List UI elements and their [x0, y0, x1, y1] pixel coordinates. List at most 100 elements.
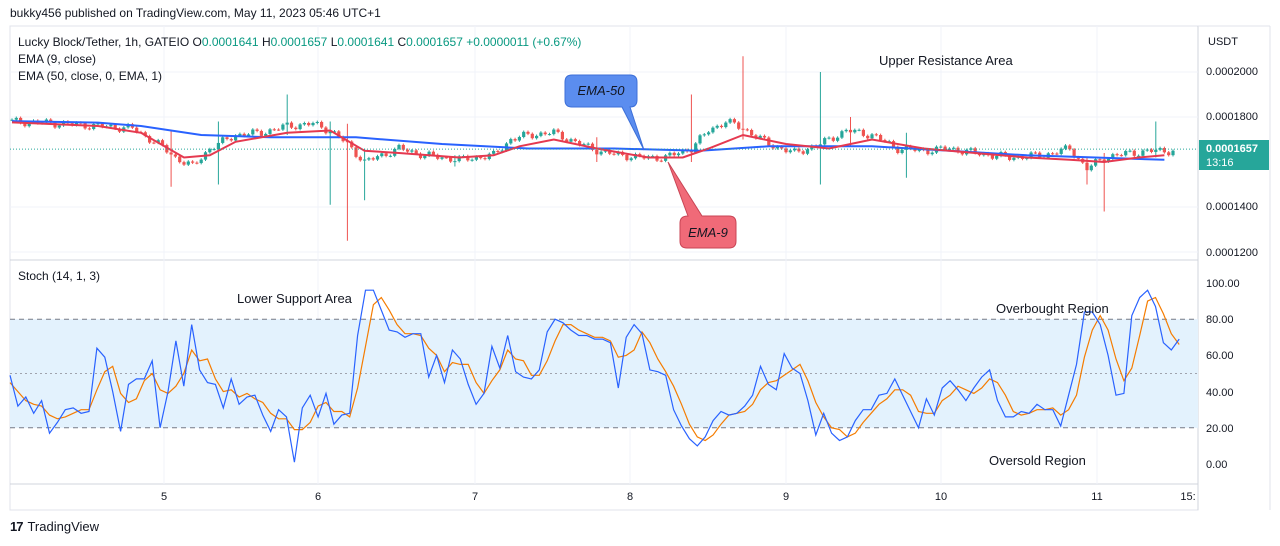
footer: 17 TradingView: [10, 519, 99, 534]
stoch-legend[interactable]: Stoch (14, 1, 3): [18, 269, 101, 283]
candle-body: [866, 135, 870, 139]
candle-body: [1098, 159, 1102, 161]
candle-body: [449, 157, 453, 162]
candle-body: [694, 143, 698, 153]
ohlc-legend[interactable]: Lucky Block/Tether, 1h, GATEIO O0.000164…: [18, 35, 581, 49]
candle-body: [298, 124, 302, 130]
candle-body: [823, 138, 827, 145]
candle-body: [535, 135, 539, 139]
time-tick: 9: [783, 491, 789, 503]
candle-body: [1055, 153, 1059, 155]
candle-body: [599, 151, 603, 155]
tradingview-logo-icon: 17: [10, 519, 24, 534]
low-value: 0.0001641: [337, 35, 395, 49]
candle-body: [1158, 147, 1162, 150]
ema9-legend[interactable]: EMA (9, close): [18, 52, 97, 66]
candle-body: [109, 124, 113, 127]
candle-body: [939, 146, 943, 148]
candle-body: [926, 149, 930, 155]
candle-body: [479, 156, 483, 159]
candle-body: [1167, 152, 1171, 156]
candle-body: [960, 152, 964, 155]
candle-body: [827, 137, 831, 139]
candle-body: [943, 146, 947, 150]
ema50-legend[interactable]: EMA (50, close, 0, EMA, 1): [18, 69, 163, 83]
candle-body: [1102, 159, 1106, 162]
candle-body: [225, 137, 229, 140]
candle-body: [315, 121, 319, 123]
candle-body: [719, 125, 724, 128]
candle-body: [285, 122, 289, 125]
candle-body: [221, 137, 225, 143]
ema50-line[interactable]: [11, 120, 1165, 161]
candle-body: [896, 146, 900, 153]
candle-body: [728, 119, 732, 123]
candle-body: [444, 157, 448, 159]
candle-body: [397, 144, 401, 149]
candle-body: [569, 139, 573, 142]
time-tick: 7: [472, 491, 478, 503]
candle-body: [758, 135, 762, 139]
candle-body: [741, 128, 745, 130]
candle-body: [173, 154, 177, 157]
candle-body: [427, 151, 431, 156]
candle-body: [440, 157, 444, 159]
candle-body: [913, 148, 917, 151]
candle-body: [603, 150, 607, 152]
candle-body: [1137, 155, 1141, 157]
candle-body: [539, 132, 543, 136]
candle-body: [199, 159, 203, 164]
time-tick: 8: [627, 491, 633, 503]
candle-body: [1171, 150, 1175, 156]
candle-body: [952, 147, 956, 149]
candle-body: [160, 140, 165, 146]
candle-body: [371, 158, 375, 160]
candle-body: [281, 124, 285, 130]
ema9-line[interactable]: [11, 121, 1165, 164]
candle-body: [737, 122, 741, 129]
candle-body: [246, 134, 251, 137]
candle-body: [74, 122, 79, 126]
candle-body: [582, 144, 586, 146]
last-price-value: 0.0001657: [1206, 143, 1258, 155]
candle-body: [1008, 155, 1012, 160]
candle-body: [578, 141, 582, 146]
candle-body: [698, 135, 702, 144]
candle-body: [208, 149, 212, 153]
candle-body: [1154, 149, 1158, 152]
time-tick: 10: [935, 491, 947, 503]
ema50-callout[interactable]: [564, 74, 645, 151]
candle-body: [1128, 150, 1132, 152]
candle-body: [1145, 149, 1149, 151]
candle-body: [1132, 150, 1136, 156]
candle-body: [1012, 157, 1016, 160]
high-label: H: [261, 35, 271, 49]
candle-body: [152, 142, 156, 144]
oversold-label: Oversold Region: [989, 453, 1086, 468]
candle-body: [767, 137, 771, 146]
candle-body: [861, 129, 865, 136]
stoch-tick: 0.00: [1206, 459, 1227, 471]
candle-body: [1162, 147, 1166, 153]
time-tick: 5: [161, 491, 167, 503]
candle-body: [367, 158, 371, 160]
candle-body: [573, 139, 577, 142]
candle-body: [724, 122, 728, 128]
candle-body: [547, 134, 552, 136]
candle-body: [294, 127, 298, 130]
time-tick: 11: [1091, 491, 1102, 503]
candle-body: [711, 127, 715, 133]
ema9-callout[interactable]: [667, 161, 737, 249]
candle-body: [1072, 149, 1076, 158]
open-label: O: [192, 35, 202, 49]
stoch-k-line[interactable]: [9, 289, 1180, 463]
candle-body: [277, 129, 281, 131]
candle-body: [384, 153, 388, 156]
stoch-d-line[interactable]: [9, 296, 1180, 442]
candle-body: [1076, 157, 1080, 159]
candle-body: [320, 121, 324, 128]
candle-body: [1124, 151, 1128, 156]
candle-body: [268, 129, 272, 134]
candle-body: [113, 124, 117, 129]
